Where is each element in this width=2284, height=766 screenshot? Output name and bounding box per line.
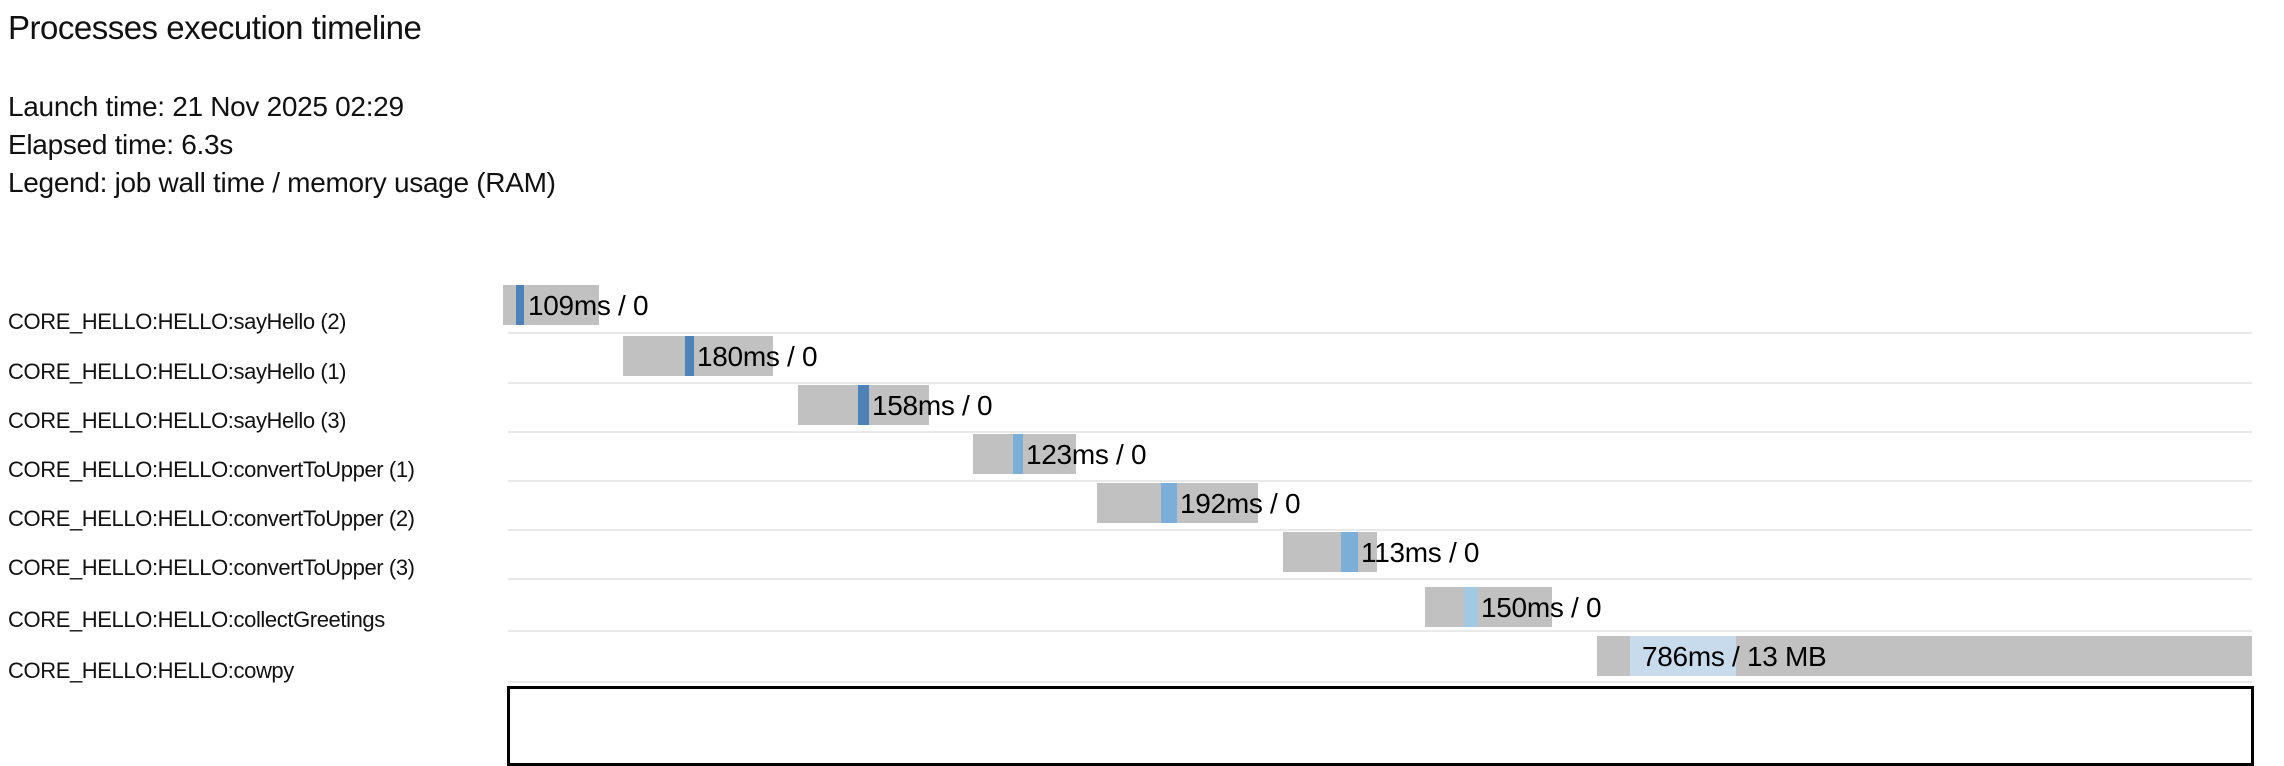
task-stats-label: 180ms / 0 [697, 341, 818, 372]
task-name-label: CORE_HELLO:HELLO:sayHello (2) [8, 309, 347, 334]
task-run-segment [1341, 532, 1358, 572]
timeline-report: Processes execution timeline Launch time… [8, 9, 2254, 766]
row-separator [508, 529, 2252, 531]
task-bar[interactable] [623, 336, 773, 376]
legend-text: Legend: job wall time / memory usage (RA… [8, 167, 556, 198]
task-stats-label: 158ms / 0 [872, 390, 993, 421]
task-name-label: CORE_HELLO:HELLO:collectGreetings [8, 607, 385, 632]
task-bar[interactable] [798, 385, 929, 425]
row-separator [508, 480, 2252, 482]
task-run-segment [858, 385, 869, 425]
task-run-segment [685, 336, 694, 376]
task-bar[interactable] [1425, 587, 1552, 627]
task-bar[interactable] [503, 285, 599, 325]
task-run-segment [1013, 434, 1023, 474]
timeline-chart: CORE_HELLO:HELLO:sayHello (2) 109ms / 0 CO… [8, 285, 2252, 683]
task-stats-label: 123ms / 0 [1026, 439, 1147, 470]
bottom-panel-border [507, 686, 2254, 766]
task-stats-label: 150ms / 0 [1481, 592, 1602, 623]
launch-time-text: Launch time: 21 Nov 2025 02:29 [8, 91, 404, 122]
task-stats-label: 109ms / 0 [528, 290, 649, 321]
task-stats-label: 786ms / 13 MB [1642, 641, 1827, 672]
task-run-segment [1464, 587, 1478, 627]
task-run-segment [1630, 636, 1736, 676]
task-stats-label: 192ms / 0 [1180, 488, 1301, 519]
task-name-label: CORE_HELLO:HELLO:cowpy [8, 658, 294, 683]
task-name-label: CORE_HELLO:HELLO:convertToUpper (3) [8, 555, 415, 580]
task-bar[interactable] [1597, 636, 2252, 676]
row-separator [508, 332, 2252, 334]
task-name-label: CORE_HELLO:HELLO:convertToUpper (2) [8, 506, 415, 531]
elapsed-time-text: Elapsed time: 6.3s [8, 129, 233, 160]
task-name-label: CORE_HELLO:HELLO:sayHello (3) [8, 408, 347, 433]
row-separator [508, 630, 2252, 632]
row-separator [508, 382, 2252, 384]
task-run-segment [1161, 483, 1177, 523]
task-name-label: CORE_HELLO:HELLO:sayHello (1) [8, 359, 347, 384]
task-bar[interactable] [1097, 483, 1258, 523]
row-separator [508, 578, 2252, 580]
task-bar[interactable] [973, 434, 1076, 474]
row-separator [508, 431, 2252, 433]
task-bar[interactable] [1283, 532, 1377, 572]
task-run-segment [516, 285, 524, 325]
page-title: Processes execution timeline [8, 9, 422, 46]
task-name-label: CORE_HELLO:HELLO:convertToUpper (1) [8, 457, 415, 482]
row-separator [508, 681, 2252, 683]
task-stats-label: 113ms / 0 [1361, 537, 1480, 568]
